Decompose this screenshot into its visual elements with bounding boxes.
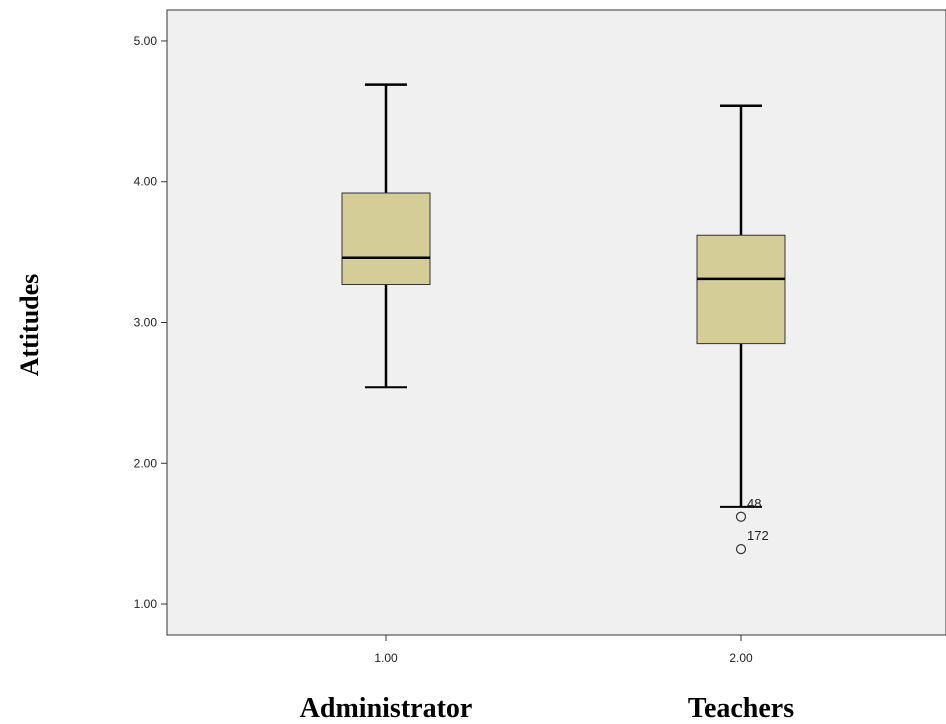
group-label: Teachers bbox=[688, 693, 794, 724]
y-tick-label: 4.00 bbox=[134, 175, 158, 189]
outlier-label: 48 bbox=[747, 496, 761, 511]
x-tick-label: 2.00 bbox=[729, 651, 753, 665]
outlier-label: 172 bbox=[747, 528, 769, 543]
box-group bbox=[341, 83, 431, 389]
y-tick-label: 1.00 bbox=[134, 597, 158, 611]
outlier-point bbox=[735, 511, 747, 522]
iqr-box bbox=[341, 192, 431, 285]
y-tick-label: 3.00 bbox=[134, 316, 158, 330]
outlier-point bbox=[735, 544, 747, 555]
y-axis-title: Attitudes bbox=[15, 274, 44, 377]
plot-area bbox=[166, 9, 946, 636]
group-label: Administrator bbox=[300, 693, 473, 724]
box-group: 48 172 bbox=[696, 104, 786, 555]
x-tick-label: 1.00 bbox=[374, 651, 398, 665]
x-axis: 1.00 Administrator 2.00 Teachers bbox=[300, 635, 794, 724]
y-tick-label: 5.00 bbox=[134, 34, 158, 48]
y-tick-label: 2.00 bbox=[134, 456, 158, 470]
y-axis: 1.00 2.00 3.00 4.00 5.00 bbox=[134, 34, 167, 611]
iqr-box bbox=[696, 234, 786, 345]
